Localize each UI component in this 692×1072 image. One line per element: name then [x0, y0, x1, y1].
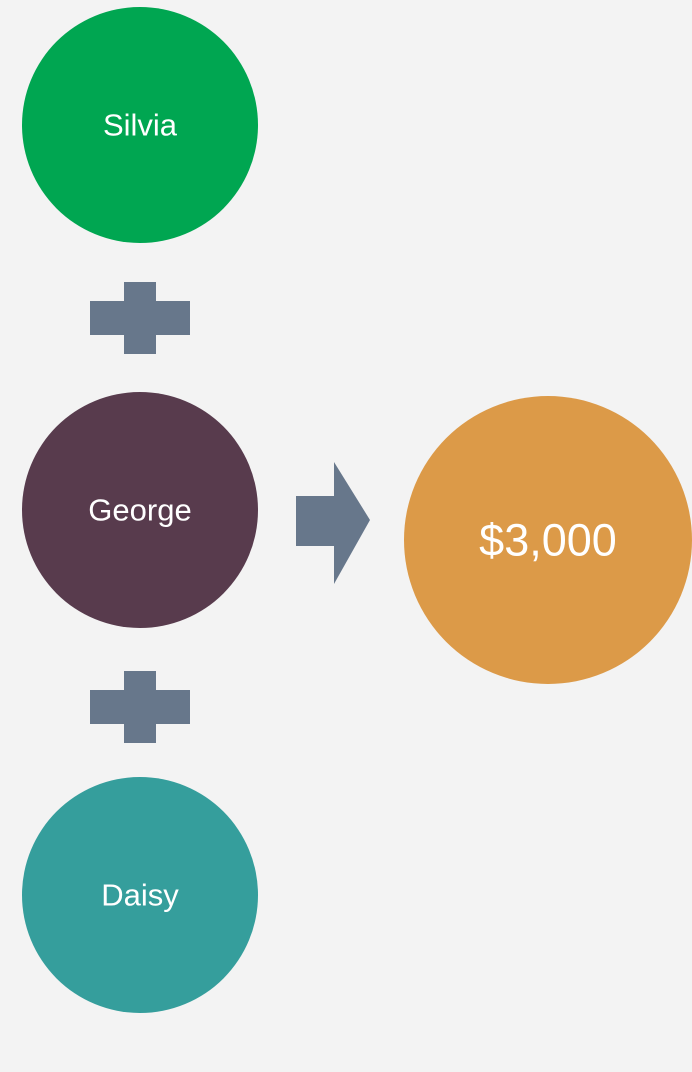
node-label: George	[88, 493, 191, 528]
node-label: Silvia	[103, 108, 178, 143]
node-circle	[22, 392, 258, 628]
node: George	[22, 392, 258, 628]
node-label: Daisy	[101, 878, 179, 913]
result-label: $3,000	[479, 515, 617, 566]
node: Silvia	[22, 7, 258, 243]
node-circle	[22, 7, 258, 243]
plus-horizontal	[90, 301, 190, 335]
plus-sign	[90, 282, 190, 354]
arrow	[296, 462, 370, 584]
result-circle	[404, 396, 692, 684]
plus-horizontal	[90, 690, 190, 724]
node: Daisy	[22, 777, 258, 1013]
node-circle	[22, 777, 258, 1013]
result: $3,000	[404, 396, 692, 684]
plus-sign	[90, 671, 190, 743]
